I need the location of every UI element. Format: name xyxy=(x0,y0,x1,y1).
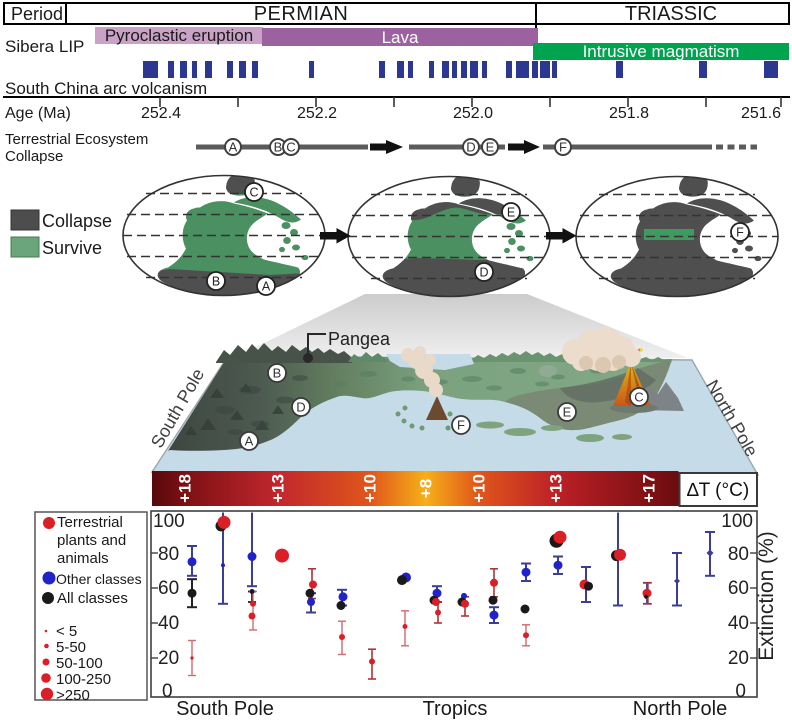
svg-text:40: 40 xyxy=(158,613,179,634)
svg-text:A: A xyxy=(229,140,238,155)
svg-text:80: 80 xyxy=(158,544,179,565)
svg-text:D: D xyxy=(296,400,305,415)
svg-text:∆T (°C): ∆T (°C) xyxy=(687,480,749,501)
svg-text:+17: +17 xyxy=(640,474,659,503)
svg-text:+18: +18 xyxy=(176,474,195,503)
svg-text:A: A xyxy=(262,280,271,294)
svg-text:20: 20 xyxy=(728,648,749,669)
svg-text:Extinction (%): Extinction (%) xyxy=(755,531,778,661)
svg-text:B: B xyxy=(212,275,220,289)
svg-text:+8: +8 xyxy=(417,479,436,498)
svg-text:80: 80 xyxy=(728,544,749,565)
svg-text:D: D xyxy=(479,266,488,280)
svg-text:0: 0 xyxy=(735,681,746,702)
svg-text:F: F xyxy=(736,226,744,240)
svg-text:B: B xyxy=(274,140,283,155)
svg-text:E: E xyxy=(486,140,495,155)
svg-text:+10: +10 xyxy=(361,474,380,503)
svg-text:40: 40 xyxy=(728,613,749,634)
svg-text:+13: +13 xyxy=(547,474,566,503)
svg-text:100: 100 xyxy=(721,511,753,532)
svg-text:D: D xyxy=(466,140,475,155)
svg-text:0: 0 xyxy=(162,681,173,702)
svg-text:60: 60 xyxy=(158,578,179,599)
svg-text:100: 100 xyxy=(153,511,185,532)
svg-text:+13: +13 xyxy=(269,474,288,503)
svg-text:F: F xyxy=(559,140,567,155)
svg-text:C: C xyxy=(286,140,295,155)
svg-text:C: C xyxy=(249,186,258,200)
svg-text:20: 20 xyxy=(158,648,179,669)
svg-text:B: B xyxy=(273,366,282,381)
svg-text:A: A xyxy=(245,434,254,449)
svg-text:E: E xyxy=(563,405,572,420)
svg-text:E: E xyxy=(507,206,515,220)
svg-text:C: C xyxy=(634,390,643,405)
svg-text:+10: +10 xyxy=(470,474,489,503)
svg-text:60: 60 xyxy=(728,578,749,599)
svg-text:F: F xyxy=(457,418,465,433)
